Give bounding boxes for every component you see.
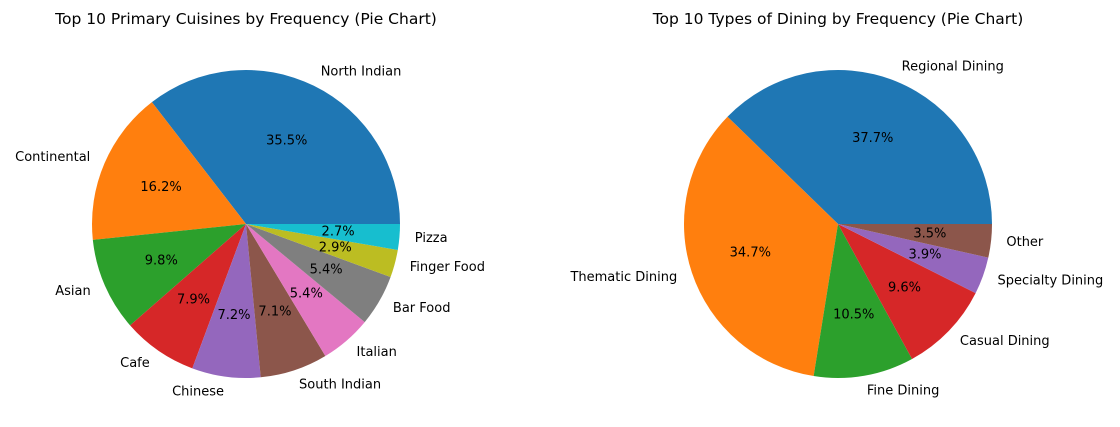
slice-label-thematic-dining: Thematic Dining (569, 270, 677, 285)
pie-slice-italian (246, 224, 365, 356)
slice-label-north-indian: North Indian (321, 64, 402, 79)
pie-slices (683, 69, 992, 378)
pie-slice-asian (92, 224, 246, 326)
pie-slice-cafe (130, 224, 246, 369)
slice-label-south-indian: South Indian (299, 377, 381, 392)
pie-slice-chinese (192, 224, 261, 378)
pie-slice-north-indian (151, 70, 400, 224)
slice-labels: Regional Dining 37.7% Thematic Dining 34.7%… (569, 60, 1103, 399)
percent-label-south-indian: 7.1% (258, 304, 291, 319)
percent-label-cafe: 7.9% (177, 293, 210, 308)
chart-title: Top 10 Types of Dining by Frequency (Pie… (652, 10, 1024, 28)
slice-label-regional-dining: Regional Dining (902, 60, 1004, 75)
slice-label-continental: Continental (15, 150, 90, 165)
slice-label-cafe: Cafe (120, 356, 150, 371)
pie-slices (92, 70, 400, 378)
pie-slice-fine-dining (813, 224, 913, 378)
percent-label-continental: 16.2% (140, 180, 181, 195)
pie-slice-finger-food (246, 224, 398, 278)
slice-label-fine-dining: Fine Dining (867, 383, 939, 398)
percent-label-finger-food: 2.9% (319, 240, 352, 255)
pie-slice-casual-dining (838, 224, 976, 360)
percent-label-other: 3.5% (913, 227, 946, 242)
slice-label-chinese: Chinese (172, 384, 224, 399)
percent-label-fine-dining: 10.5% (833, 308, 874, 323)
pie-slice-continental (92, 102, 246, 240)
percent-label-pizza: 2.7% (322, 224, 355, 239)
percent-label-bar-food: 5.4% (310, 262, 343, 277)
primary-cuisines-pie-chart: Top 10 Primary Cuisines by Frequency (Pi… (15, 10, 485, 399)
slice-labels: North Indian 35.5% Continental 16.2% Asian 9.… (15, 64, 485, 399)
slice-label-other: Other (1006, 235, 1044, 250)
percent-label-north-indian: 35.5% (266, 134, 307, 149)
chart-title: Top 10 Primary Cuisines by Frequency (Pi… (54, 10, 437, 28)
percent-label-italian: 5.4% (290, 287, 323, 302)
percent-label-chinese: 7.2% (217, 308, 250, 323)
percent-label-asian: 9.8% (145, 253, 178, 268)
dining-types-pie-chart: Top 10 Types of Dining by Frequency (Pie… (569, 10, 1103, 398)
pie-slice-regional-dining (727, 69, 992, 224)
slice-label-finger-food: Finger Food (410, 260, 485, 275)
pie-slice-bar-food (246, 224, 391, 323)
pie-slice-pizza (246, 224, 400, 250)
slice-label-bar-food: Bar Food (393, 301, 451, 316)
percent-label-thematic-dining: 34.7% (730, 246, 771, 261)
slice-label-pizza: Pizza (415, 231, 448, 246)
slice-label-italian: Italian (357, 345, 397, 360)
slice-label-casual-dining: Casual Dining (960, 334, 1050, 349)
pie-slice-thematic-dining (683, 116, 838, 377)
pie-slice-other (838, 224, 992, 258)
pie-slice-specialty-dining (838, 224, 989, 294)
percent-label-casual-dining: 9.6% (888, 281, 921, 296)
pie-slice-south-indian (246, 224, 326, 378)
percent-label-specialty-dining: 3.9% (909, 248, 942, 263)
slice-label-asian: Asian (55, 284, 90, 299)
percent-label-regional-dining: 37.7% (852, 131, 893, 146)
slice-label-specialty-dining: Specialty Dining (998, 273, 1104, 288)
